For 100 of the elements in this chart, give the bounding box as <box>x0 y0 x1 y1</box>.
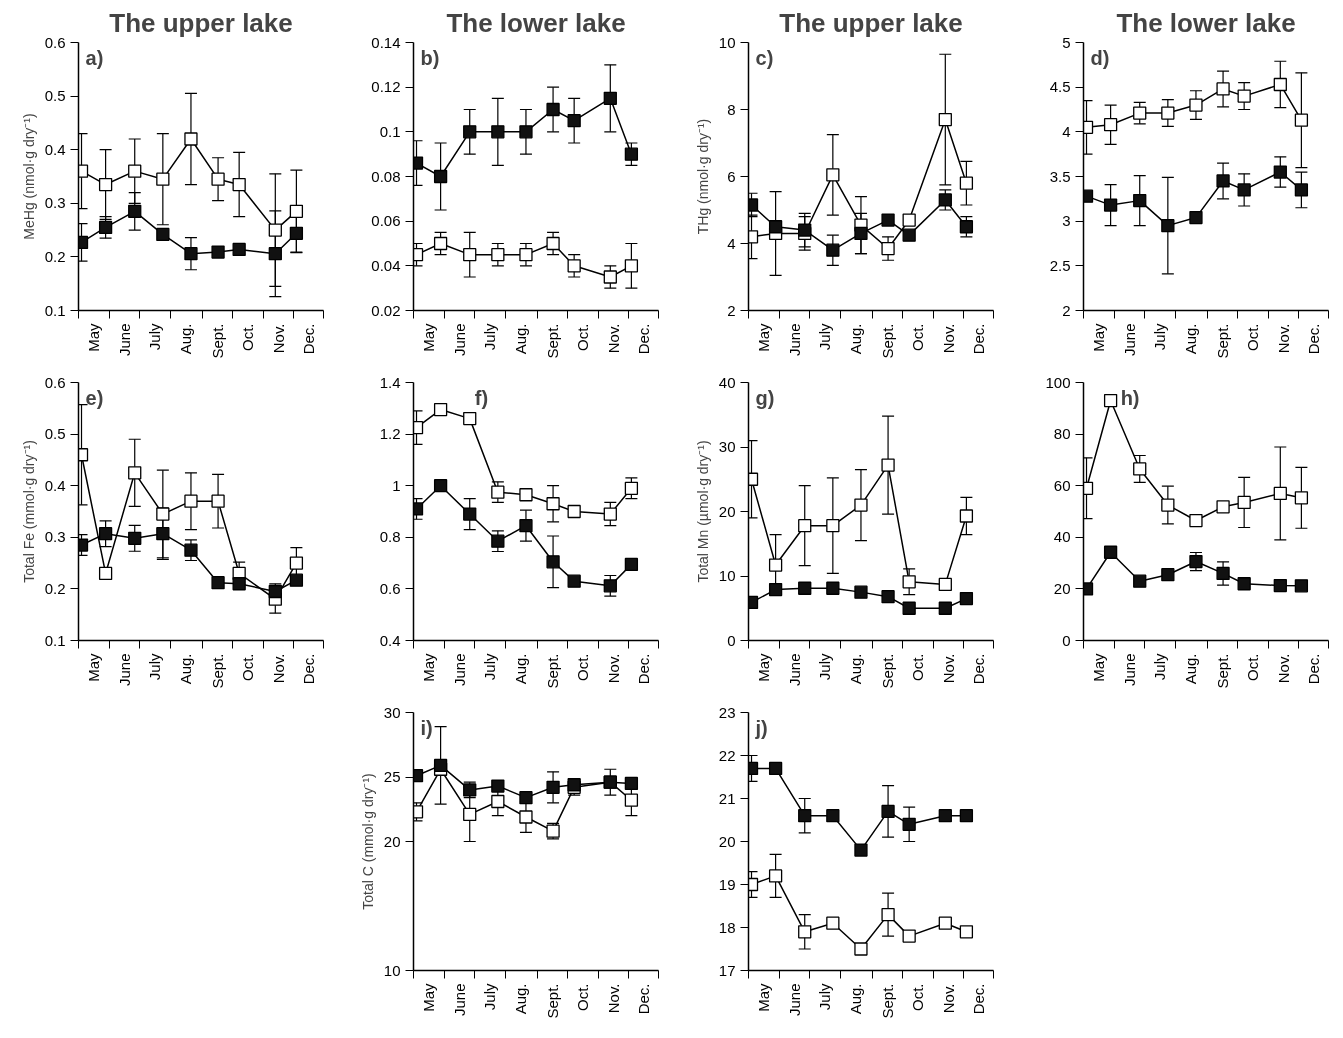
x-tick-label: Sept. <box>878 983 896 1019</box>
y-tick-label: 0.4 <box>44 476 66 494</box>
y-tick-label: 0.4 <box>379 631 401 649</box>
x-tick-label: Oct. <box>238 323 256 351</box>
x-tick-label: Dec. <box>634 653 652 685</box>
y-tick-label: 4 <box>1062 122 1071 140</box>
x-tick-label: July <box>481 983 499 1011</box>
y-tick-label: 19 <box>718 875 736 893</box>
y-tick-label: 22 <box>718 746 736 764</box>
x-tick-label: Sept. <box>208 323 226 359</box>
x-tick-label: Aug. <box>177 653 195 685</box>
y-tick-label: 20 <box>718 502 736 520</box>
y-tick-label: 0.14 <box>371 33 401 51</box>
x-tick-label: Nov. <box>939 983 957 1014</box>
x-tick-label: Dec. <box>634 983 652 1015</box>
x-tick-label: Oct. <box>1243 323 1261 351</box>
y-tick-label: 1.4 <box>379 373 401 391</box>
y-tick-label: 0.1 <box>44 631 66 649</box>
x-tick-label: Aug. <box>1182 653 1200 685</box>
y-tick-label: 4 <box>727 234 736 252</box>
y-tick-label: 23 <box>718 703 736 721</box>
x-tick-label: Dec. <box>634 323 652 355</box>
x-tick-label: May <box>755 983 773 1012</box>
x-tick-label: June <box>1121 653 1139 687</box>
y-tick-label: 0.4 <box>44 140 66 158</box>
x-tick-label: Sept. <box>543 323 561 359</box>
x-tick-label: Nov. <box>939 323 957 354</box>
y-tick-label: 0.06 <box>371 212 401 230</box>
x-tick-label: Oct. <box>573 983 591 1011</box>
x-tick-label: July <box>146 323 164 351</box>
annotation: h) <box>1120 386 1140 409</box>
x-tick-label: Dec. <box>1304 323 1322 355</box>
x-tick-label: Dec. <box>969 323 987 355</box>
y-tick-label: 20 <box>1053 579 1071 597</box>
x-tick-label: Nov. <box>604 323 622 354</box>
x-tick-label: Sept. <box>208 653 226 689</box>
x-tick-label: Aug. <box>847 653 865 685</box>
x-tick-label: July <box>1151 653 1169 681</box>
x-tick-label: Nov. <box>269 323 287 354</box>
x-tick-label: June <box>786 323 804 357</box>
x-tick-label: Sept. <box>1213 653 1231 689</box>
annotation: j) <box>754 716 768 739</box>
x-tick-label: Sept. <box>878 323 896 359</box>
x-tick-label: Nov. <box>269 653 287 684</box>
annotation: c) <box>755 46 774 69</box>
y-tick-label: 10 <box>718 567 736 584</box>
x-tick-label: Nov. <box>604 653 622 684</box>
annotation: d) <box>1090 46 1110 69</box>
y-tick-label: 20 <box>718 832 736 850</box>
annotation: b) <box>420 46 440 69</box>
y-tick-label: 0.08 <box>371 167 401 185</box>
y-tick-label: 30 <box>383 703 401 721</box>
x-tick-label: Oct. <box>573 653 591 681</box>
y-tick-label: 0 <box>727 631 736 649</box>
x-tick-label: Oct. <box>1243 653 1261 681</box>
y-tick-label: 0.2 <box>44 247 66 265</box>
annotation: e) <box>85 386 104 409</box>
y-tick-label: 60 <box>1053 476 1071 494</box>
y-tick-label: 0.6 <box>44 33 66 51</box>
x-tick-label: Aug. <box>847 983 865 1015</box>
y-axis-title: Total C (mmol·g dry⁻¹) <box>359 773 376 910</box>
x-tick-label: June <box>451 983 469 1017</box>
x-tick-label: July <box>816 323 834 351</box>
x-tick-label: Aug. <box>177 323 195 355</box>
x-tick-label: Oct. <box>908 983 926 1011</box>
y-tick-label: 0.5 <box>44 425 66 443</box>
x-tick-label: Sept. <box>543 653 561 689</box>
x-tick-label: Aug. <box>512 983 530 1015</box>
y-tick-label: 6 <box>727 167 736 185</box>
x-tick-label: Sept. <box>543 983 561 1019</box>
annotation: a) <box>85 46 104 69</box>
y-tick-label: 0.5 <box>44 87 66 105</box>
x-tick-label: Dec. <box>299 653 317 685</box>
y-axis-title: Total Mn (µmol·g dry⁻¹) <box>694 440 711 583</box>
y-tick-label: 20 <box>383 832 401 850</box>
x-tick-label: Sept. <box>1213 323 1231 359</box>
x-tick-label: Oct. <box>908 653 926 681</box>
x-tick-label: Dec. <box>1304 653 1322 685</box>
x-tick-label: Dec. <box>299 323 317 355</box>
x-tick-label: July <box>816 653 834 681</box>
y-tick-label: 0.3 <box>44 194 66 212</box>
x-tick-label: May <box>755 323 773 352</box>
y-tick-label: 1 <box>392 476 401 494</box>
y-tick-label: 5 <box>1062 33 1071 51</box>
chart-title: The upper lake <box>779 7 963 38</box>
x-tick-label: Dec. <box>969 983 987 1015</box>
x-tick-label: Nov. <box>939 653 957 684</box>
y-tick-label: 0.04 <box>371 256 401 274</box>
chart-title: The upper lake <box>109 7 293 38</box>
y-tick-label: 0.6 <box>44 373 66 391</box>
y-tick-label: 0.6 <box>379 579 401 597</box>
y-tick-label: 0.02 <box>371 301 401 319</box>
x-tick-label: Oct. <box>238 653 256 681</box>
y-tick-label: 4.5 <box>1049 78 1071 96</box>
x-tick-label: May <box>1090 323 1108 352</box>
y-tick-label: 18 <box>718 918 736 936</box>
x-tick-label: July <box>481 653 499 681</box>
y-tick-label: 8 <box>727 100 736 118</box>
x-tick-label: June <box>451 323 469 357</box>
x-tick-label: Nov. <box>1274 323 1292 354</box>
